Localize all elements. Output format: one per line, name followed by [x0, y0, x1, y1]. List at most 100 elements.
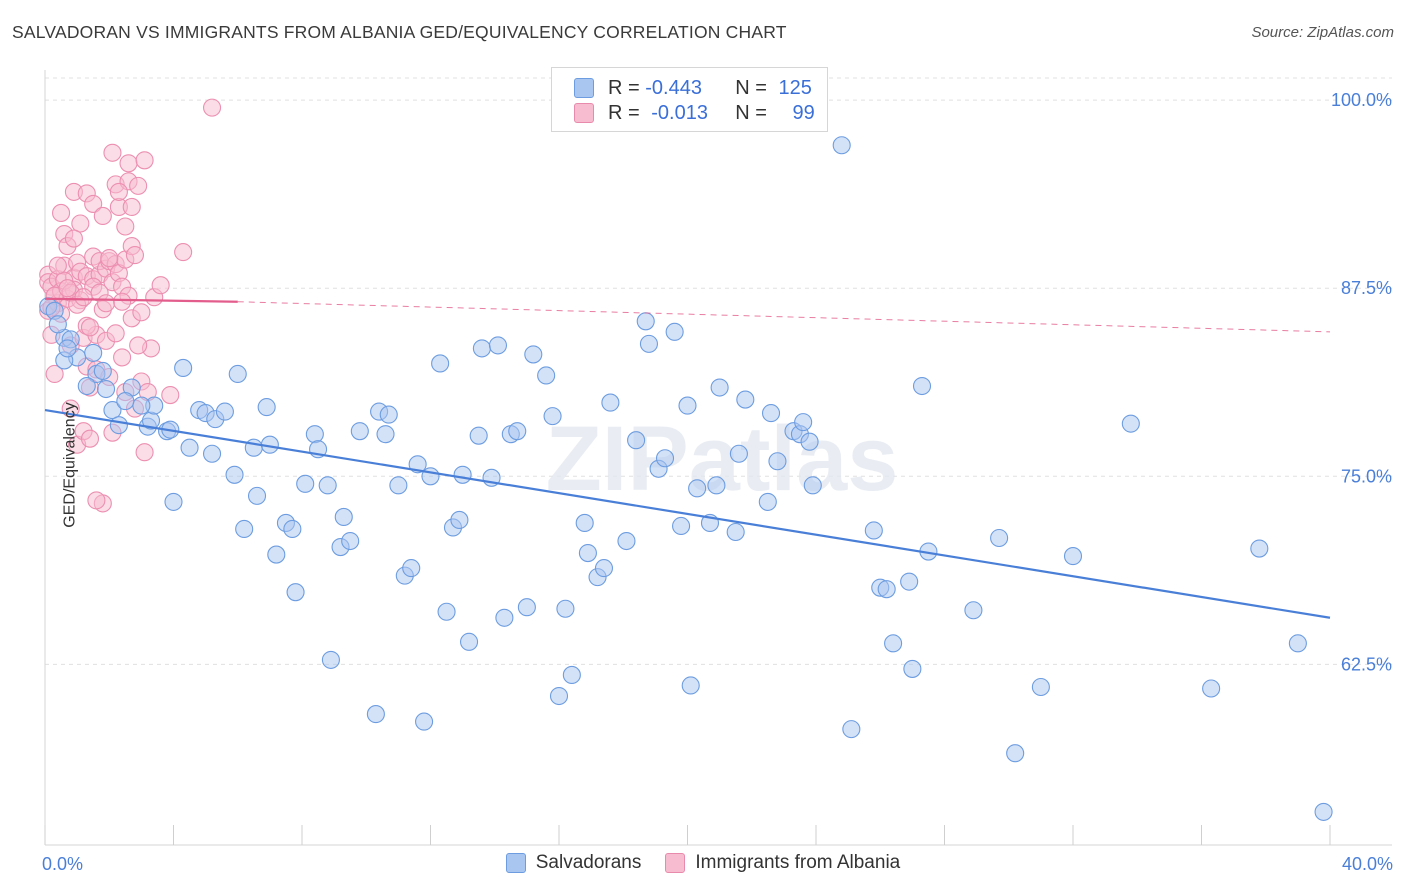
albania-point [74, 288, 93, 307]
albania-point [135, 443, 154, 462]
salvadoran-point [665, 322, 684, 341]
salvadoran-point [877, 580, 896, 599]
salvadoran-point [469, 426, 488, 445]
albania-point [174, 243, 193, 262]
salvadoran-point [267, 545, 286, 564]
albania-point [113, 292, 132, 311]
albania-point [135, 151, 154, 170]
salvadoran-point [1063, 547, 1083, 566]
legend-row-salvadorans: R = -0.443 N = 125 [574, 76, 812, 100]
salvadoran-point [58, 339, 77, 358]
legend-n-label: N = [735, 76, 767, 99]
legend-row-albania: R = -0.013 N = 99 [574, 101, 815, 125]
salvadoran-point [707, 476, 726, 495]
axes [44, 70, 1392, 846]
albania-point [100, 249, 119, 268]
salvadoran-point [379, 405, 398, 424]
albania-point [122, 197, 141, 216]
salvadoran-point [575, 513, 594, 533]
salvadoran-point [594, 559, 614, 578]
albania-point [161, 385, 180, 405]
gridlines [45, 77, 1392, 665]
series-legend: Salvadorans Immigrants from Albania [0, 852, 1406, 874]
albania-point [132, 303, 151, 322]
albania-point [45, 364, 64, 384]
albania-point [52, 203, 71, 223]
watermark: ZIPatlas [546, 408, 899, 510]
salvadoran-point [77, 376, 96, 396]
salvadoran-point [627, 431, 646, 450]
legend-r-value: -0.443 [645, 76, 702, 99]
salvadoran-point [174, 358, 193, 378]
salvadoran-point [389, 476, 408, 495]
salvadoran-point [1314, 802, 1333, 821]
salvadoran-point [472, 339, 491, 358]
chart-title: SALVADORAN VS IMMIGRANTS FROM ALBANIA GE… [12, 22, 787, 42]
salvadoran-point [495, 608, 514, 627]
salvadoran-trend-line [44, 409, 1331, 619]
legend-r-label: R = [608, 101, 640, 124]
salvadoran-point [350, 422, 369, 441]
salvadoran-point [761, 404, 781, 423]
salvadoran-point [1288, 634, 1307, 653]
albania-point [113, 348, 132, 367]
y-tick-label: 100.0% [1331, 90, 1392, 110]
salvadoran-point [415, 712, 434, 731]
y-tick-label: 87.5% [1341, 278, 1392, 298]
albania-point [58, 279, 77, 298]
legend-n-value: 99 [792, 101, 815, 124]
salvadoran-point [109, 416, 128, 435]
salvadoran-point [96, 379, 116, 399]
salvadoran-point [842, 720, 861, 739]
salvadoran-point [225, 465, 244, 484]
salvadoran-point [431, 354, 450, 373]
x-tick-label: 40.0% [1342, 854, 1393, 874]
salvadoran-point [678, 396, 697, 415]
albania-point [203, 98, 222, 117]
salvadoran-point [729, 444, 748, 463]
salvadoran-point [402, 559, 421, 578]
legend-swatch-pink [574, 103, 594, 123]
salvadoran-point [556, 599, 575, 618]
albania-point [93, 206, 112, 226]
salvadoran-point [1121, 414, 1140, 433]
legend-n-label: N = [735, 101, 767, 124]
legend-n-value: 125 [778, 76, 812, 99]
salvadoran-point [48, 315, 67, 334]
salvadoran-point [334, 507, 353, 526]
y-tick-label: 75.0% [1341, 466, 1392, 486]
salvadoran-point [758, 492, 777, 511]
salvadoran-point [247, 486, 267, 505]
salvadoran-point [537, 366, 556, 385]
salvadoran-point [903, 659, 922, 678]
salvadoran-point [318, 476, 337, 495]
salvadoran-point [321, 650, 340, 669]
salvadoran-point [459, 632, 479, 651]
salvadoran-point [84, 343, 103, 362]
salvadoran-point [103, 401, 122, 420]
albania-point [151, 276, 170, 295]
salvadoran-point [524, 345, 543, 364]
legend-r-label: R = [608, 76, 640, 99]
legend-label: Salvadorans [535, 852, 642, 873]
salvadoran-point [655, 449, 675, 468]
salvadoran-point [726, 522, 745, 542]
salvadoran-point [639, 334, 659, 353]
salvadoran-point [736, 390, 755, 409]
salvadoran-point [517, 598, 536, 617]
salvadoran-point [376, 425, 395, 444]
salvadoran-point [508, 422, 527, 441]
stats-legend: R = -0.443 N = 125 R = -0.013 N = 99 [551, 67, 828, 132]
salvadoran-point [488, 336, 508, 355]
albania-point [106, 324, 125, 343]
salvadoran-point [688, 479, 707, 498]
albania-point [80, 429, 100, 448]
legend-item-salvadorans: Salvadorans [505, 852, 642, 874]
albania-point [84, 194, 103, 213]
albania-point [64, 229, 83, 248]
salvadoran-point [912, 376, 932, 396]
salvadoran-point [832, 136, 851, 155]
salvadoran-point [1250, 539, 1269, 558]
albania-trend-extension [237, 301, 1331, 333]
